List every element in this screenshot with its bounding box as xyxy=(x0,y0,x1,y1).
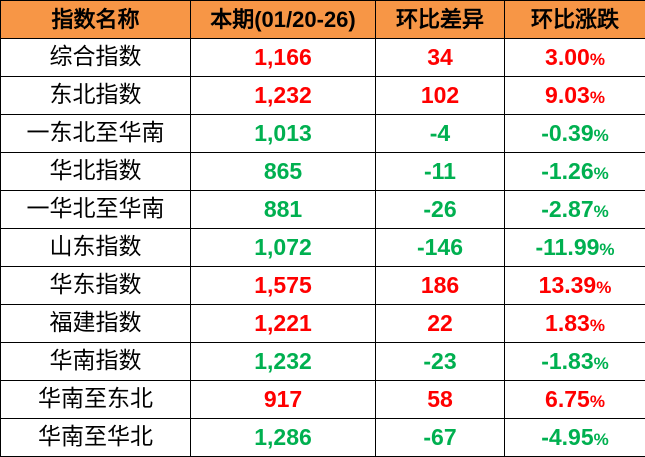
change-value: -2.87 xyxy=(541,196,594,222)
change-cell: -11.99% xyxy=(504,228,645,267)
diff-value: 22 xyxy=(375,304,505,343)
index-name: 一华北至华南 xyxy=(0,190,191,229)
percent-sign: % xyxy=(596,278,612,297)
change-cell: -2.87% xyxy=(504,190,645,229)
percent-sign: % xyxy=(593,126,609,145)
change-cell: 6.75% xyxy=(504,380,645,419)
change-value: 1.83 xyxy=(545,310,590,336)
table-row: 华北指数 865 -11 -1.26% xyxy=(0,152,645,191)
index-name: 华北指数 xyxy=(0,152,191,191)
diff-value: -11 xyxy=(375,152,505,191)
index-name: 一东北至华南 xyxy=(0,114,191,153)
index-name: 福建指数 xyxy=(0,304,191,343)
change-cell: 1.83% xyxy=(504,304,645,343)
current-value: 1,575 xyxy=(190,266,376,305)
index-name: 山东指数 xyxy=(0,228,191,267)
current-value: 1,232 xyxy=(190,342,376,381)
change-cell: 3.00% xyxy=(504,38,645,77)
change-value: -1.83 xyxy=(541,348,594,374)
change-value: 13.39 xyxy=(538,272,597,298)
percent-sign: % xyxy=(589,392,605,411)
percent-sign: % xyxy=(589,88,605,107)
header-row: 指数名称 本期(01/20-26) 环比差异 环比涨跌 xyxy=(0,0,645,39)
current-value: 917 xyxy=(190,380,376,419)
current-value: 881 xyxy=(190,190,376,229)
percent-sign: % xyxy=(593,164,609,183)
change-value: -1.26 xyxy=(541,158,594,184)
diff-value: -4 xyxy=(375,114,505,153)
diff-value: 186 xyxy=(375,266,505,305)
table-row: 华东指数 1,575 186 13.39% xyxy=(0,266,645,305)
change-cell: -4.95% xyxy=(504,418,645,457)
current-value: 1,072 xyxy=(190,228,376,267)
diff-value: -23 xyxy=(375,342,505,381)
change-value: -0.39 xyxy=(541,120,594,146)
percent-sign: % xyxy=(593,354,609,373)
diff-value: 58 xyxy=(375,380,505,419)
table-row: 华南至华北 1,286 -67 -4.95% xyxy=(0,418,645,457)
change-cell: 9.03% xyxy=(504,76,645,115)
table-row: 华南至东北 917 58 6.75% xyxy=(0,380,645,419)
table-row: 东北指数 1,232 102 9.03% xyxy=(0,76,645,115)
change-value: 6.75 xyxy=(545,386,590,412)
diff-value: -26 xyxy=(375,190,505,229)
index-name: 华南至华北 xyxy=(0,418,191,457)
current-value: 1,286 xyxy=(190,418,376,457)
table-row: 福建指数 1,221 22 1.83% xyxy=(0,304,645,343)
change-cell: -1.83% xyxy=(504,342,645,381)
percent-sign: % xyxy=(589,316,605,335)
index-name: 华南至东北 xyxy=(0,380,191,419)
table-row: 一东北至华南 1,013 -4 -0.39% xyxy=(0,114,645,153)
change-value: -11.99 xyxy=(535,234,600,260)
current-value: 865 xyxy=(190,152,376,191)
index-name: 华南指数 xyxy=(0,342,191,381)
diff-value: -67 xyxy=(375,418,505,457)
current-value: 1,013 xyxy=(190,114,376,153)
percent-sign: % xyxy=(599,240,615,259)
header-current-period: 本期(01/20-26) xyxy=(190,0,376,39)
table-row: 山东指数 1,072 -146 -11.99% xyxy=(0,228,645,267)
change-cell: -1.26% xyxy=(504,152,645,191)
current-value: 1,221 xyxy=(190,304,376,343)
table-row: 综合指数 1,166 34 3.00% xyxy=(0,38,645,77)
diff-value: 102 xyxy=(375,76,505,115)
diff-value: -146 xyxy=(375,228,505,267)
change-value: -4.95 xyxy=(541,424,594,450)
header-diff: 环比差异 xyxy=(375,0,505,39)
current-value: 1,166 xyxy=(190,38,376,77)
header-index-name: 指数名称 xyxy=(0,0,191,39)
change-value: 9.03 xyxy=(545,82,590,108)
header-change: 环比涨跌 xyxy=(504,0,645,39)
current-value: 1,232 xyxy=(190,76,376,115)
change-value: 3.00 xyxy=(545,44,590,70)
table-row: 一华北至华南 881 -26 -2.87% xyxy=(0,190,645,229)
change-cell: -0.39% xyxy=(504,114,645,153)
index-name: 综合指数 xyxy=(0,38,191,77)
table-row: 华南指数 1,232 -23 -1.83% xyxy=(0,342,645,381)
index-name: 华东指数 xyxy=(0,266,191,305)
percent-sign: % xyxy=(593,430,609,449)
diff-value: 34 xyxy=(375,38,505,77)
index-name: 东北指数 xyxy=(0,76,191,115)
percent-sign: % xyxy=(593,202,609,221)
change-cell: 13.39% xyxy=(504,266,645,305)
percent-sign: % xyxy=(589,50,605,69)
